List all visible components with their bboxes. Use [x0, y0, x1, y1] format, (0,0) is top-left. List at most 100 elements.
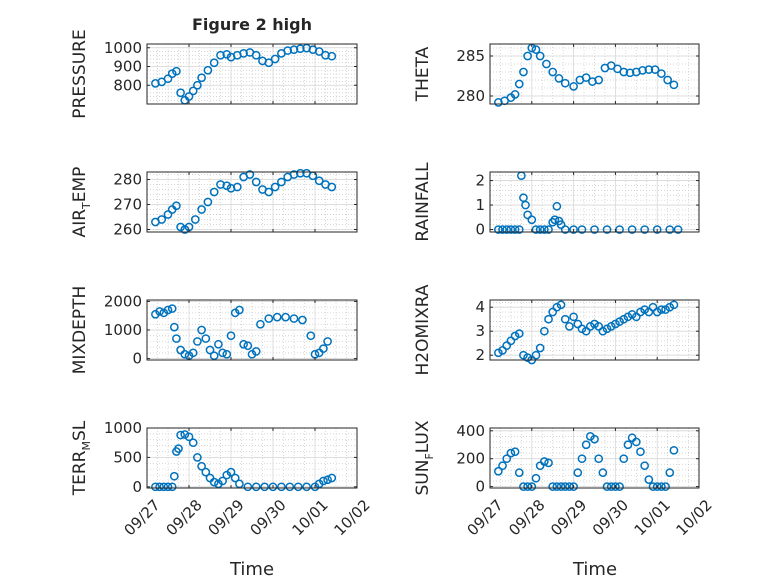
data-point: [506, 448, 516, 458]
data-point: [606, 482, 616, 491]
y-tick-label: 285: [456, 47, 485, 65]
data-point: [201, 334, 211, 343]
y-tick-label: 2: [475, 346, 485, 364]
data-point: [523, 210, 532, 220]
data-point: [323, 475, 332, 485]
data-point: [523, 482, 532, 491]
data-point: [277, 177, 286, 187]
data-point: [640, 461, 650, 471]
data-point: [514, 225, 524, 234]
data-point: [167, 304, 177, 313]
data-point: [527, 482, 537, 491]
data-point: [550, 215, 560, 225]
data-point: [193, 337, 202, 346]
subplot-theta: 280 285 THETA: [413, 43, 700, 107]
y-tick-label: 1000: [104, 39, 142, 57]
data-point: [644, 475, 654, 484]
data-point: [169, 471, 179, 481]
data-point: [494, 225, 503, 234]
data-point: [298, 315, 307, 325]
data-point: [314, 47, 324, 56]
data-point: [625, 68, 635, 78]
data-point: [539, 457, 549, 466]
data-point: [283, 46, 293, 55]
data-point: [277, 482, 286, 492]
data-point: [180, 430, 190, 439]
data-point: [514, 468, 524, 478]
data-point: [216, 50, 225, 60]
data-point: [523, 51, 532, 61]
data-point: [319, 344, 328, 353]
data-point: [619, 454, 629, 464]
data-point: [226, 331, 236, 341]
data-point: [226, 467, 236, 477]
data-point: [669, 300, 679, 310]
data-point: [306, 331, 316, 341]
axes-box: [489, 299, 700, 361]
data-point: [665, 225, 675, 234]
data-point: [230, 473, 240, 483]
x-axis-label-right: Time: [572, 559, 617, 580]
axes-box: [489, 427, 700, 489]
y-axis-label: SUNFLUX: [413, 420, 436, 495]
data-point: [669, 80, 679, 90]
data-point: [514, 329, 524, 338]
data-point: [565, 482, 574, 491]
data-point: [615, 225, 624, 234]
data-point: [535, 343, 545, 353]
data-point: [498, 225, 507, 234]
data-point: [673, 225, 683, 234]
data-point: [602, 482, 612, 491]
data-point: [323, 337, 332, 346]
data-point: [594, 454, 604, 464]
data-point: [163, 74, 173, 84]
y-tick-label: 900: [113, 58, 142, 76]
data-point: [652, 225, 662, 234]
y-tick-label: 3: [475, 322, 485, 340]
data-point: [644, 65, 654, 74]
x-axis-label-left: Time: [229, 559, 274, 580]
data-point: [222, 349, 232, 359]
y-tick-label: 1000: [104, 321, 142, 339]
data-point: [652, 482, 662, 491]
data-point: [554, 74, 564, 83]
data-point: [151, 482, 160, 492]
axes-box: [489, 43, 700, 105]
y-tick-label: 4: [475, 298, 485, 316]
data-point: [560, 314, 570, 324]
data-point: [510, 90, 520, 99]
data-point: [535, 51, 545, 61]
y-tick-label: 2: [475, 172, 485, 190]
data-point: [180, 349, 190, 359]
data-point: [157, 215, 167, 224]
data-point: [295, 44, 305, 54]
subplot-air-temp: 260 270 280 AIRTEMP: [70, 167, 358, 239]
data-point: [193, 453, 202, 462]
data-point: [243, 341, 253, 351]
y-axis-label: H2OMIXRA: [413, 284, 433, 375]
data-point: [235, 305, 244, 315]
data-point: [552, 201, 562, 211]
data-point: [556, 482, 566, 491]
data-point: [627, 225, 637, 234]
data-point: [619, 67, 629, 77]
y-tick-label: 280: [113, 171, 142, 189]
data-point: [176, 430, 185, 440]
data-point: [321, 50, 330, 60]
data-point: [172, 334, 181, 343]
data-point: [531, 350, 541, 360]
data-point: [201, 467, 211, 477]
data-point: [295, 168, 305, 178]
data-point: [556, 220, 566, 230]
data-point: [577, 225, 587, 234]
data-point: [190, 215, 200, 224]
axes-box: [146, 427, 358, 489]
data-point: [260, 482, 269, 492]
data-point: [184, 432, 194, 442]
y-tick-label: 270: [113, 196, 142, 214]
data-point: [648, 482, 658, 491]
data-point: [494, 466, 503, 476]
data-point: [218, 348, 227, 358]
data-point: [657, 482, 666, 491]
